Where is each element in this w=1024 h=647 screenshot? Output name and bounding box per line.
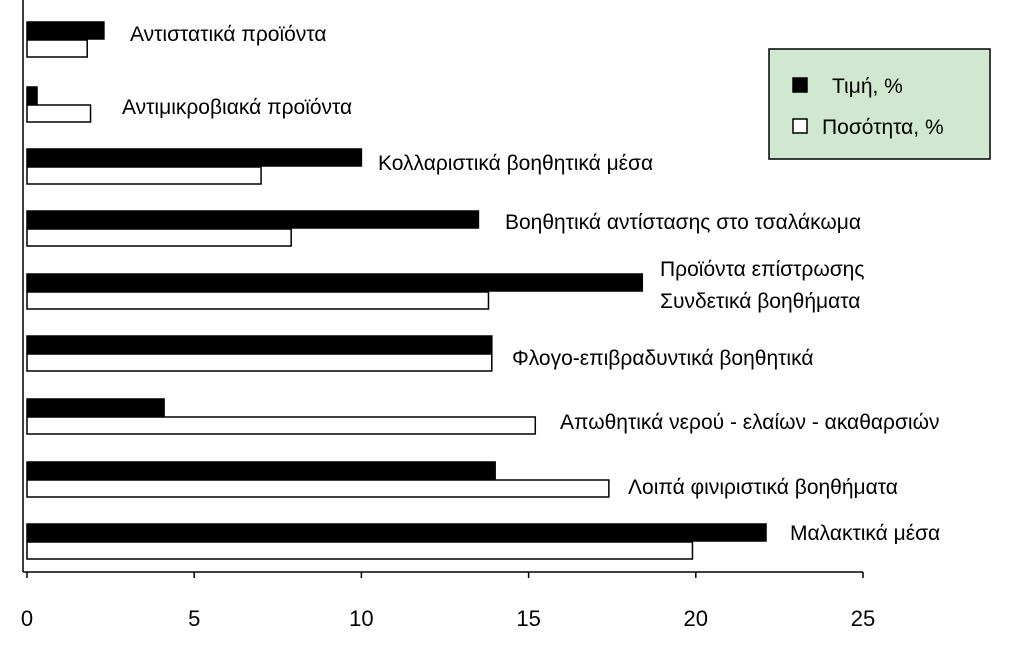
x-tick-label-15: 15 [516,606,540,631]
axes [22,0,863,573]
x-tick-label-25: 25 [851,606,875,631]
category-label-8: Λοιπά φινιριστικά βοηθήματα [628,476,898,499]
bar-quantity-5 [26,291,490,310]
category-label-7: Απωθητικά νερού - ελαίων - ακαθαρσιών [560,411,940,434]
bar-price-4 [26,210,480,229]
bar-price-2 [26,86,38,105]
bar-quantity-3 [26,166,262,185]
legend-swatch-quantity [792,118,808,134]
bar-quantity-8 [26,479,610,498]
x-tick-labels: 0 5 10 15 20 25 [21,572,875,631]
bar-price-8 [26,461,496,480]
x-tick-label-20: 20 [684,606,708,631]
bar-price-1 [26,21,105,40]
x-tick-label-5: 5 [188,606,200,631]
bar-quantity-4 [26,228,292,247]
x-tick-label-10: 10 [349,606,373,631]
bar-quantity-7 [26,416,537,435]
category-labels: Αντιστατικά προϊόντα Αντιμικροβιακά προϊό… [122,23,940,545]
legend-label-price: Τιμή, % [832,75,903,98]
x-tick-label-0: 0 [21,606,33,631]
bar-price-7 [26,398,165,417]
category-label-5-line-2: Συνδετικά βοηθήματα [660,290,860,313]
bar-price-3 [26,148,363,167]
bar-price-6 [26,335,493,354]
bar-quantity-1 [26,39,88,58]
category-label-9: Μαλακτικά μέσα [790,522,940,545]
category-label-3: Κολλαριστικά βοηθητικά μέσα [378,152,653,175]
legend-swatch-price [792,77,808,93]
bars-group [26,21,767,560]
legend-label-quantity: Ποσότητα, % [822,116,944,139]
bar-quantity-9 [26,541,694,560]
bar-quantity-2 [26,104,92,123]
legend: Τιμή, % Ποσότητα, % [768,48,991,160]
category-label-2: Αντιμικροβιακά προϊόντα [122,96,352,119]
category-label-6: Φλογο-επιβραδυντικά βοηθητικά [512,347,813,370]
bar-price-9 [26,523,767,542]
legend-box [768,48,991,160]
category-label-4: Βοηθητικά αντίστασης στο τσαλάκωμα [505,211,861,234]
category-label-5-line-1: Προϊόντα επίστρωσης [660,258,864,281]
category-label-1: Αντιστατικά προϊόντα [130,23,326,46]
bar-price-5 [26,273,644,292]
bar-quantity-6 [26,353,493,372]
